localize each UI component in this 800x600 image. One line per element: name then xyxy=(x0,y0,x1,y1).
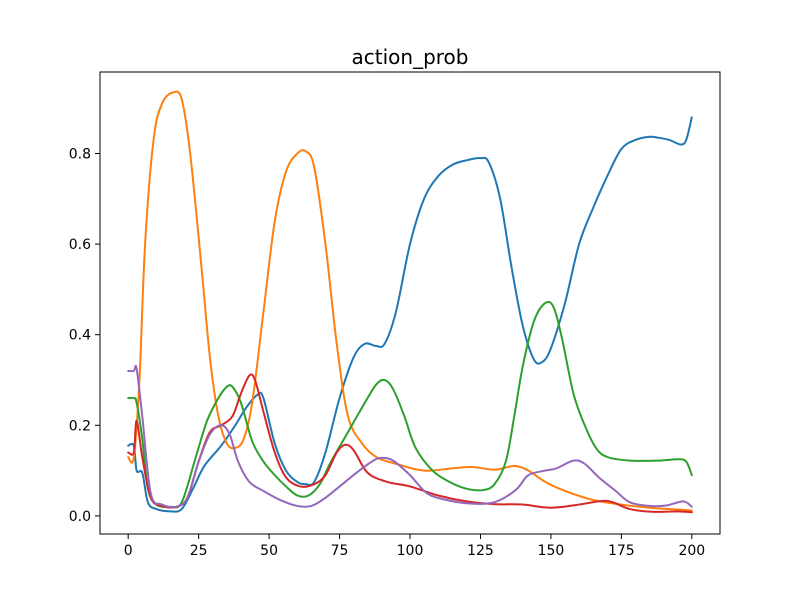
y-axis: 0.0 0.2 0.4 0.6 0.8 xyxy=(69,147,100,525)
series-line-2 xyxy=(127,90,693,512)
plot-lines xyxy=(127,90,693,514)
series-line-3 xyxy=(127,300,693,509)
series-line-5 xyxy=(127,364,693,509)
y-tick-label: 0.2 xyxy=(69,418,91,434)
series-line-4 xyxy=(127,373,693,514)
y-tick-label: 0.8 xyxy=(69,147,91,163)
x-tick-label: 150 xyxy=(538,543,565,559)
y-tick-label: 0.0 xyxy=(69,509,91,525)
y-tick-label: 0.6 xyxy=(69,237,91,253)
x-tick-label: 75 xyxy=(331,543,349,559)
x-tick-label: 200 xyxy=(678,543,705,559)
chart-title: action_prob xyxy=(352,45,469,69)
x-tick-label: 0 xyxy=(124,543,133,559)
x-tick-label: 25 xyxy=(190,543,208,559)
x-tick-label: 50 xyxy=(260,543,278,559)
x-axis: 0 25 50 75 100 125 150 175 200 xyxy=(124,534,705,559)
x-tick-label: 100 xyxy=(397,543,424,559)
x-tick-label: 125 xyxy=(467,543,494,559)
y-tick-label: 0.4 xyxy=(69,328,91,344)
x-tick-label: 175 xyxy=(608,543,635,559)
series-line-1 xyxy=(127,116,693,513)
